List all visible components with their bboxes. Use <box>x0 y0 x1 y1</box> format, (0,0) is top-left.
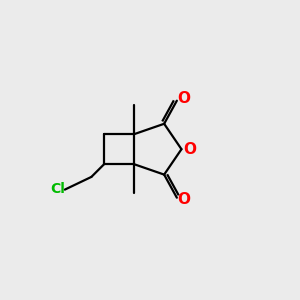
Text: O: O <box>177 192 190 207</box>
Text: O: O <box>177 91 190 106</box>
Text: O: O <box>183 142 196 157</box>
Text: Cl: Cl <box>50 182 65 196</box>
